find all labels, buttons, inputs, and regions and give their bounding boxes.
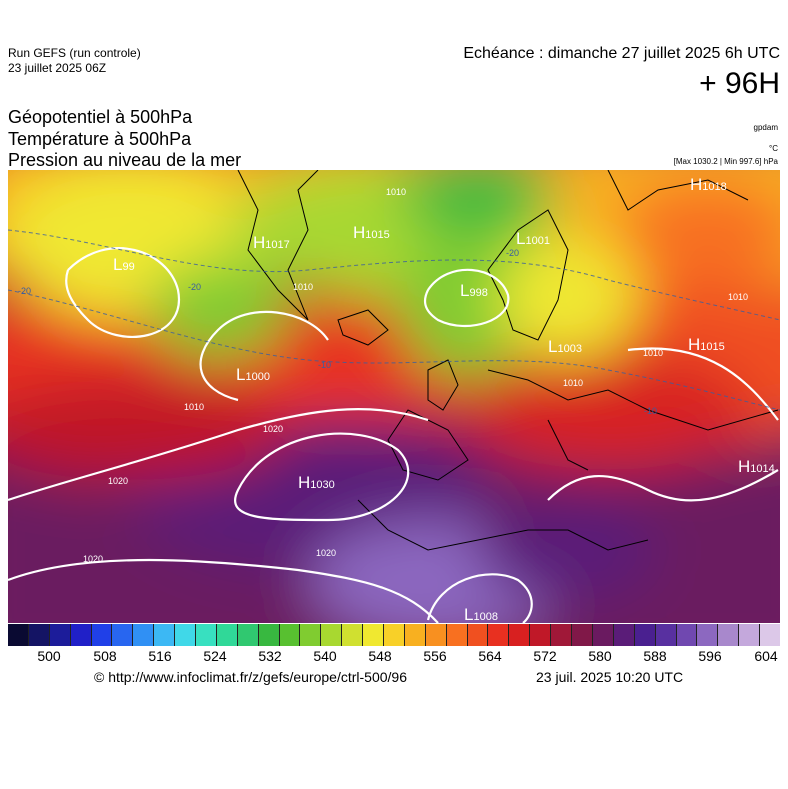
color-swatch xyxy=(551,624,573,646)
isotherm-label: -10 xyxy=(318,360,331,370)
source-credit: © http://www.infoclimat.fr/z/gefs/europe… xyxy=(94,669,408,685)
isobar-label: 1020 xyxy=(108,476,128,486)
color-swatch xyxy=(446,624,468,646)
generated-time: 23 juil. 2025 10:20 UTC xyxy=(536,669,684,685)
color-scale-tick-label: 572 xyxy=(533,648,557,664)
unit-pressure-range: [Max 1030.2 | Min 997.6] hPa xyxy=(673,157,778,166)
color-swatch xyxy=(509,624,531,646)
pressure-center-label: L1003 xyxy=(548,337,582,356)
color-swatch xyxy=(154,624,176,646)
color-swatch xyxy=(342,624,364,646)
isobar-label: 1010 xyxy=(563,378,583,388)
color-swatch xyxy=(279,624,301,646)
isobar-label: 1020 xyxy=(263,424,283,434)
isobar-label: 1020 xyxy=(316,548,336,558)
color-scale-tick-label: 604 xyxy=(754,648,778,664)
color-swatch xyxy=(676,624,698,646)
color-scale-tick-label: 556 xyxy=(423,648,447,664)
color-swatch xyxy=(8,624,29,646)
color-swatch xyxy=(530,624,552,646)
color-swatch xyxy=(196,624,217,646)
pressure-center-label: H1030 xyxy=(298,473,335,492)
unit-temperature: °C xyxy=(769,144,778,153)
color-swatch xyxy=(112,624,134,646)
pressure-center-label: H1015 xyxy=(688,335,725,354)
color-swatch xyxy=(321,624,343,646)
pressure-center-label: L998 xyxy=(460,281,488,300)
color-scale-tick-label: 596 xyxy=(698,648,722,664)
color-scale-tick-label: 508 xyxy=(93,648,117,664)
color-scale-tick-label: 516 xyxy=(148,648,172,664)
color-swatch xyxy=(613,624,635,646)
isobar-label: 1020 xyxy=(83,554,103,564)
valid-time: Echéance : dimanche 27 juillet 2025 6h U… xyxy=(463,45,780,62)
color-swatch xyxy=(739,624,761,646)
color-swatch xyxy=(300,624,322,646)
color-scale-ticks: 500 508 516 524 532 540 548 556 564 572 580 588 596 6… xyxy=(0,648,788,668)
color-swatch xyxy=(133,624,155,646)
pressure-center-label: L1000 xyxy=(236,365,270,384)
color-scale-tick-label: 500 xyxy=(37,648,61,664)
pressure-center-label: L99 xyxy=(113,255,135,274)
variable-geopotential: Géopotentiel à 500hPa xyxy=(8,107,193,127)
unit-geopotential: gpdam xyxy=(753,123,778,132)
isobar-label: 1010 xyxy=(293,282,313,292)
isobar-label: 1010 xyxy=(728,292,748,302)
variable-pressure: Pression au niveau de la mer xyxy=(8,150,242,170)
pressure-center-label: L1001 xyxy=(516,229,550,248)
color-scale-tick-label: 548 xyxy=(368,648,392,664)
color-swatch xyxy=(655,624,677,646)
color-swatch xyxy=(425,624,447,646)
color-scale-tick-label: 564 xyxy=(478,648,502,664)
pressure-center-label: H1018 xyxy=(690,175,727,194)
color-scale-tick-label: 540 xyxy=(313,648,337,664)
color-swatch xyxy=(634,624,656,646)
isobar-label: 1010 xyxy=(386,187,406,197)
run-date: 23 juillet 2025 06Z xyxy=(8,61,107,75)
pressure-center-label: H1017 xyxy=(253,233,290,252)
pressure-center-label: H1015 xyxy=(353,223,390,242)
color-scale-tick-label: 588 xyxy=(643,648,667,664)
color-swatch xyxy=(237,624,259,646)
color-scale-tick-label: 580 xyxy=(588,648,612,664)
color-swatch xyxy=(28,624,50,646)
weather-map: H1015 H1018 H1015 H1014 H1030 L998 L1000 L1008 L… xyxy=(8,170,780,623)
color-scale-tick-label: 524 xyxy=(203,648,227,664)
isotherm-label: -10 xyxy=(644,406,657,416)
color-swatch xyxy=(175,624,197,646)
color-swatch xyxy=(467,624,489,646)
color-scale-bar xyxy=(8,624,780,646)
pressure-center-label: H1014 xyxy=(738,457,775,476)
color-swatch xyxy=(91,624,113,646)
color-swatch xyxy=(718,624,740,646)
color-swatch xyxy=(49,624,71,646)
color-swatch xyxy=(70,624,92,646)
pressure-center-label: L1008 xyxy=(464,605,498,623)
color-swatch xyxy=(697,624,719,646)
isotherm-label: -20 xyxy=(506,248,519,258)
lead-time: + 96H xyxy=(699,67,780,100)
color-swatch xyxy=(258,624,280,646)
run-name: Run GEFS (run controle) xyxy=(8,46,141,60)
color-swatch xyxy=(572,624,593,646)
isotherm-label: -20 xyxy=(188,282,201,292)
color-scale-tick-label: 532 xyxy=(258,648,282,664)
color-swatch xyxy=(760,624,780,646)
variable-temperature: Température à 500hPa xyxy=(8,129,192,149)
color-swatch xyxy=(384,624,405,646)
color-swatch xyxy=(404,624,426,646)
color-swatch xyxy=(216,624,238,646)
color-swatch xyxy=(488,624,510,646)
isobar-label: 1010 xyxy=(184,402,204,412)
color-swatch xyxy=(363,624,385,646)
color-swatch xyxy=(592,624,614,646)
isotherm-label: -20 xyxy=(18,286,31,296)
isobar-label: 1010 xyxy=(643,348,663,358)
